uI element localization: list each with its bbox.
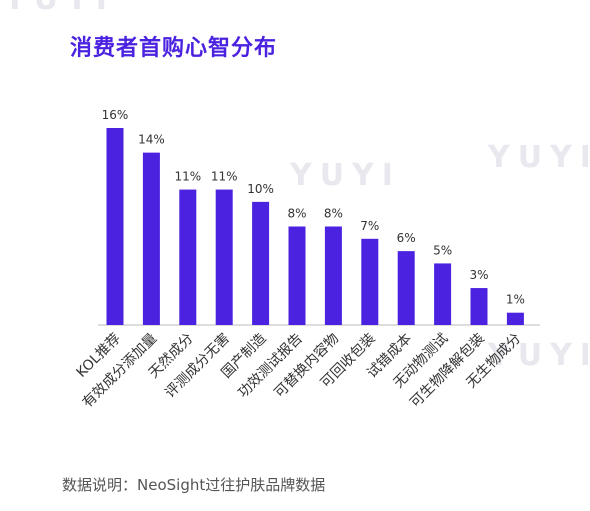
bar bbox=[434, 263, 452, 325]
data-note: 数据说明：NeoSight过往护肤品牌数据 bbox=[62, 476, 326, 494]
data-label: 16% bbox=[102, 108, 129, 122]
data-label: 8% bbox=[324, 207, 343, 221]
data-label: 5% bbox=[433, 243, 452, 257]
data-label: 11% bbox=[211, 170, 238, 184]
bar-chart: 16%KOL推荐14%有效成分添加量11%天然成分11%评测成分无害10%国产制… bbox=[73, 108, 540, 411]
data-label: 8% bbox=[287, 207, 306, 221]
bar bbox=[179, 189, 197, 325]
data-label: 1% bbox=[506, 293, 525, 307]
bar bbox=[252, 201, 270, 325]
data-label: 6% bbox=[397, 231, 416, 245]
bar bbox=[506, 312, 524, 325]
data-label: 3% bbox=[469, 268, 488, 282]
data-label: 14% bbox=[138, 133, 165, 147]
bar bbox=[397, 251, 415, 325]
bar bbox=[288, 226, 306, 325]
data-label: 7% bbox=[360, 219, 379, 233]
bar bbox=[470, 288, 488, 325]
data-label: 10% bbox=[247, 182, 274, 196]
bar bbox=[324, 226, 342, 325]
bar bbox=[142, 152, 160, 325]
bar bbox=[215, 189, 233, 325]
bar bbox=[361, 238, 379, 325]
chart-title: 消费者首购心智分布 bbox=[70, 36, 278, 61]
bar bbox=[106, 128, 124, 325]
data-label: 11% bbox=[174, 170, 201, 184]
